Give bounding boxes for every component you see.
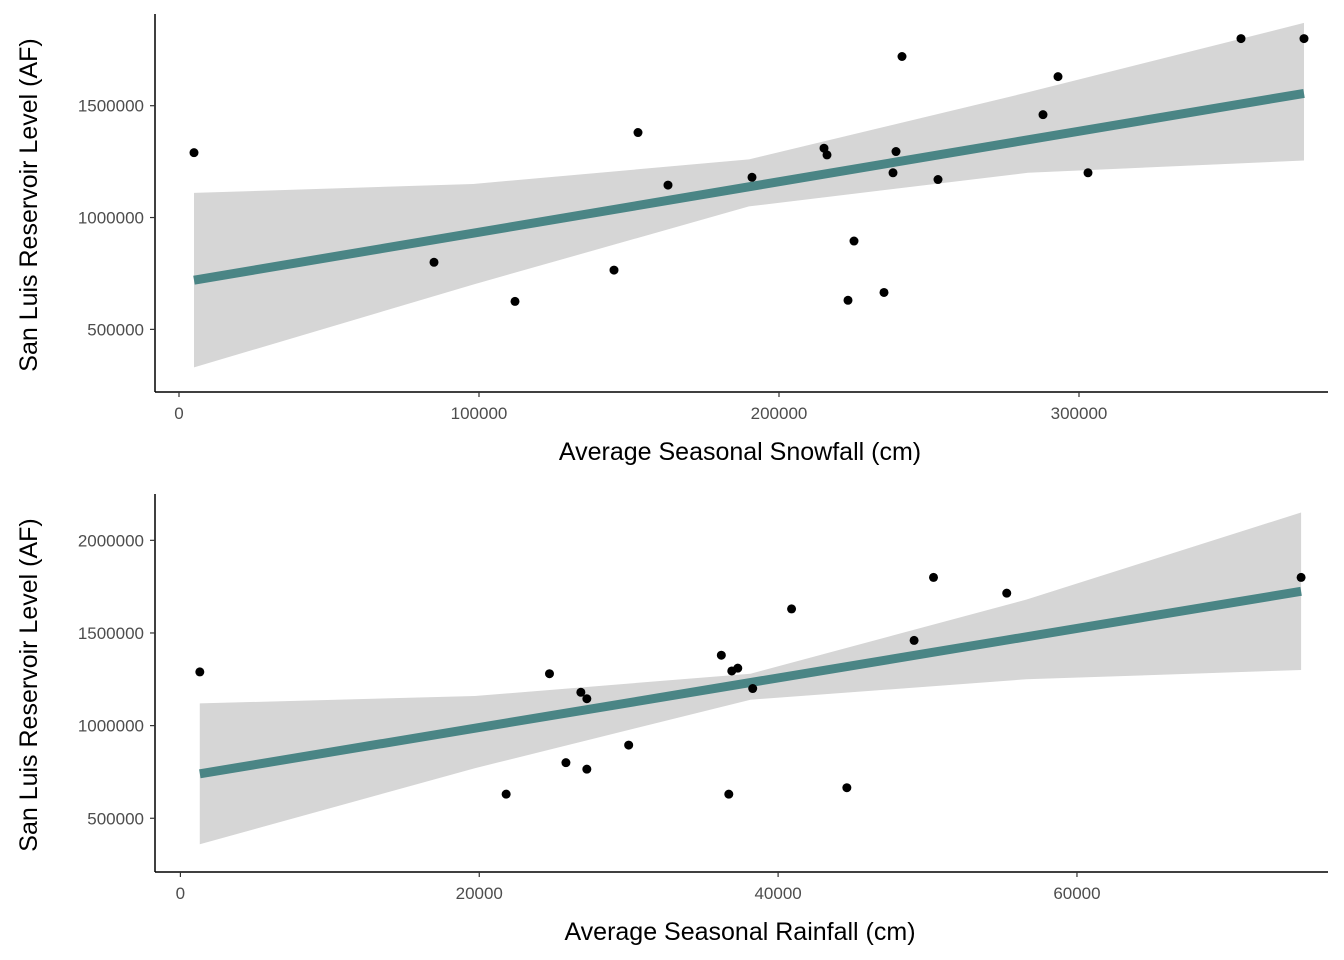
data-point (724, 789, 734, 799)
data-point (195, 667, 205, 677)
data-point (787, 604, 797, 614)
y-axis-title: San Luis Reservoir Level (AF) (15, 518, 43, 851)
x-axis-title: Average Seasonal Snowfall (cm) (559, 438, 921, 466)
data-point (1236, 34, 1246, 44)
data-point (849, 236, 859, 246)
data-point (1299, 34, 1309, 44)
regression-line (199, 586, 1302, 779)
y-tick-label: 1000000 (78, 209, 144, 228)
data-points (195, 572, 1306, 799)
data-point (933, 175, 943, 185)
x-tick-label: 300000 (1051, 404, 1108, 423)
x-tick-label: 100000 (451, 404, 508, 423)
y-tick-label: 1000000 (78, 717, 144, 736)
x-tick-label: 0 (176, 884, 185, 903)
data-point (663, 180, 673, 190)
y-axis-ticks: 500000 1000000 1500000 (78, 97, 155, 339)
x-axis-ticks: 0 20000 40000 60000 (176, 872, 1101, 903)
data-point (822, 150, 832, 160)
x-tick-label: 0 (174, 404, 183, 423)
data-point (582, 764, 592, 774)
snowfall-panel: 0 100000 200000 300000 500000 1000000 1500000… (15, 14, 1328, 466)
data-point (879, 287, 889, 297)
data-point (716, 650, 726, 660)
x-tick-label: 40000 (754, 884, 801, 903)
y-axis-ticks: 500000 1000000 1500000 2000000 (78, 531, 155, 828)
x-tick-label: 20000 (456, 884, 503, 903)
confidence-ribbon (194, 22, 1304, 368)
data-point (189, 148, 199, 158)
data-point (1053, 72, 1063, 82)
x-axis-title: Average Seasonal Rainfall (cm) (564, 918, 915, 946)
data-point (748, 684, 758, 694)
data-point (561, 758, 571, 768)
data-point (1038, 110, 1048, 120)
data-point (891, 147, 901, 157)
y-tick-label: 500000 (87, 320, 144, 339)
y-tick-label: 1500000 (78, 97, 144, 116)
data-point (429, 257, 439, 267)
data-point (888, 168, 898, 178)
y-tick-label: 1500000 (78, 624, 144, 643)
data-point (633, 128, 643, 138)
data-point (582, 694, 592, 704)
data-point (510, 296, 520, 306)
y-tick-label: 2000000 (78, 531, 144, 550)
x-tick-label: 60000 (1053, 884, 1100, 903)
x-axis-ticks: 0 100000 200000 300000 (174, 392, 1107, 423)
rainfall-panel: 0 20000 40000 60000 500000 1000000 1500000 200… (15, 494, 1328, 946)
data-point (501, 789, 511, 799)
data-point (733, 663, 743, 673)
data-point (624, 740, 634, 750)
y-tick-label: 500000 (87, 809, 144, 828)
data-point (1083, 168, 1093, 178)
data-point (576, 687, 586, 697)
data-point (843, 295, 853, 305)
data-point (609, 265, 619, 275)
data-point (544, 669, 554, 679)
data-points (189, 34, 1309, 306)
data-point (929, 572, 939, 582)
data-point (909, 635, 919, 645)
data-point (842, 783, 852, 793)
data-point (747, 172, 757, 182)
data-point (897, 51, 907, 61)
y-axis-title: San Luis Reservoir Level (AF) (15, 38, 43, 371)
data-point (1296, 572, 1306, 582)
x-tick-label: 200000 (751, 404, 808, 423)
regression-line (193, 88, 1305, 285)
data-point (1002, 588, 1012, 598)
data-point (819, 143, 829, 153)
